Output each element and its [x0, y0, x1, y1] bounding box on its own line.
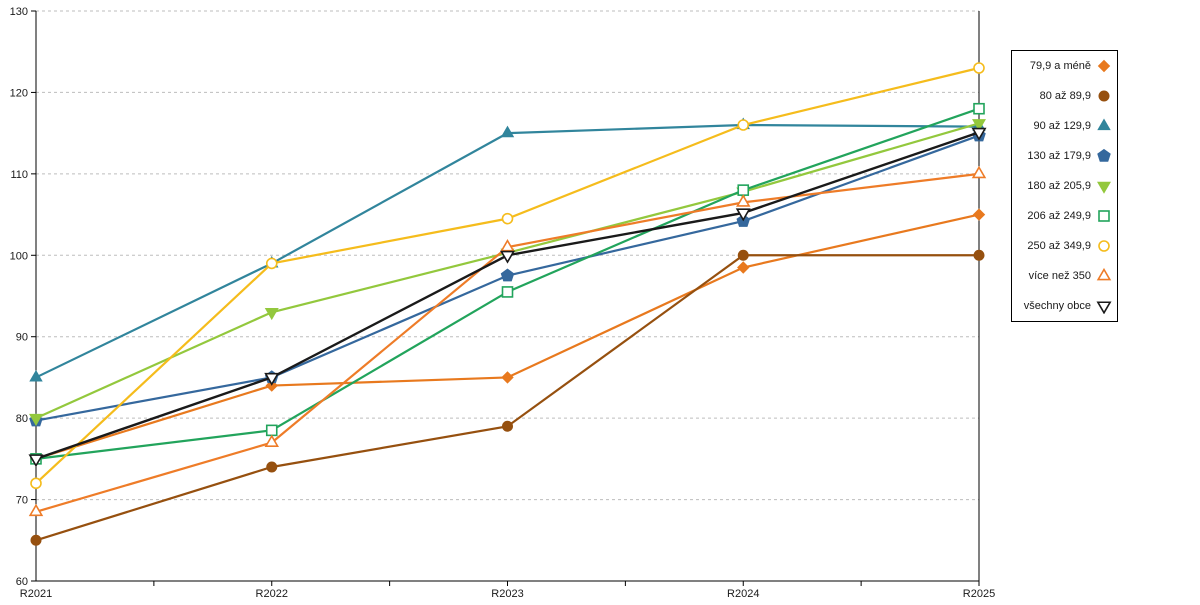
- legend-item: 130 až 179,9: [1012, 141, 1117, 171]
- data-point-marker: [500, 125, 515, 138]
- y-axis-label: 120: [10, 87, 28, 99]
- data-point-marker: [971, 165, 987, 179]
- data-point-marker: [266, 461, 278, 473]
- legend-label: 90 až 129,9: [1033, 120, 1092, 132]
- legend-marker-icon: [1096, 301, 1112, 314]
- data-point-marker: [502, 420, 513, 432]
- series-8: [28, 165, 987, 517]
- data-point-marker: [501, 286, 514, 298]
- legend-marker-icon: [1098, 90, 1110, 102]
- data-point-marker: [28, 503, 44, 517]
- y-axis-label: 70: [16, 495, 28, 507]
- legend-label: 80 až 89,9: [1039, 90, 1091, 102]
- data-point-marker: [973, 102, 985, 115]
- legend-marker-shape: [1097, 118, 1111, 131]
- legend-item: všechny obce: [1012, 291, 1117, 321]
- series-2: [30, 249, 985, 546]
- data-point-marker: [29, 369, 43, 382]
- series-line: [35, 254, 979, 542]
- data-point-marker: [737, 119, 750, 131]
- legend-label: 130 až 179,9: [1027, 150, 1091, 162]
- data-point-marker: [265, 257, 278, 270]
- y-axis-label: 80: [16, 413, 28, 425]
- series-line: [35, 107, 980, 460]
- legend-item: 90 až 129,9: [1012, 111, 1117, 141]
- data-point-marker: [29, 413, 43, 426]
- legend-marker-icon: [1097, 148, 1111, 162]
- data-point-marker: [973, 249, 985, 261]
- data-point-marker: [972, 119, 986, 132]
- legend-label: 206 až 249,9: [1027, 210, 1091, 222]
- series-line: [35, 172, 980, 513]
- data-point-marker: [737, 261, 750, 274]
- legend-marker-shape: [1097, 181, 1111, 194]
- legend-marker-icon: [1096, 268, 1112, 281]
- legend-marker-icon: [1098, 210, 1110, 222]
- x-axis-label: R2023: [491, 588, 523, 600]
- x-axis-label: R2025: [963, 588, 995, 600]
- data-point-marker: [736, 194, 751, 207]
- data-point-marker: [265, 424, 278, 437]
- data-point-marker: [28, 454, 44, 468]
- y-axis-label: 90: [16, 332, 28, 344]
- data-point-marker: [264, 372, 280, 386]
- legend-marker-icon: [1097, 181, 1111, 194]
- data-point-marker: [501, 212, 514, 225]
- data-point-marker: [971, 127, 987, 141]
- data-point-marker: [500, 268, 515, 282]
- legend-marker-shape: [1098, 90, 1110, 102]
- data-point-marker: [499, 250, 516, 264]
- legend-marker-shape: [1096, 268, 1112, 281]
- legend-marker-icon: [1098, 240, 1110, 252]
- legend-marker-shape: [1098, 240, 1110, 252]
- legend-label: 79,9 a méně: [1029, 60, 1091, 72]
- data-point-marker: [30, 477, 42, 490]
- legend-marker-shape: [1096, 301, 1112, 314]
- legend-marker-icon: [1097, 59, 1111, 73]
- data-point-marker: [973, 62, 985, 74]
- legend-marker-shape: [1098, 210, 1110, 222]
- data-point-marker: [735, 208, 751, 222]
- x-axis-label: R2024: [727, 588, 759, 600]
- y-axis-label: 130: [10, 6, 28, 18]
- series-6: [30, 102, 985, 465]
- y-axis-label: 60: [16, 576, 28, 588]
- data-point-marker: [30, 534, 42, 546]
- legend-item: 80 až 89,9: [1012, 81, 1117, 111]
- chart-legend: 79,9 a méně 80 až 89,9 90 až 129,9 130 až 1…: [1011, 50, 1118, 322]
- data-point-marker: [501, 371, 514, 384]
- legend-item: 79,9 a méně: [1012, 51, 1117, 81]
- legend-marker-shape: [1097, 148, 1111, 162]
- legend-item: 250 až 349,9: [1012, 231, 1117, 261]
- axes: 60 70 80 90 100 110 120 130 R2021 R2022 R2023 R2024…: [10, 6, 996, 600]
- data-point-marker: [972, 208, 986, 221]
- legend-label: 250 až 349,9: [1027, 240, 1091, 252]
- series-9: [28, 127, 987, 468]
- legend-item: 206 až 249,9: [1012, 201, 1117, 231]
- data-point-marker: [737, 184, 750, 196]
- legend-marker-shape: [1097, 59, 1111, 73]
- legend-marker-icon: [1097, 118, 1111, 131]
- x-axis-label: R2021: [20, 588, 52, 600]
- data-point-marker: [737, 249, 749, 261]
- legend-item: více než 350: [1012, 261, 1117, 291]
- x-axis-label: R2022: [256, 588, 288, 600]
- legend-label: více než 350: [1028, 270, 1091, 282]
- y-axis-label: 100: [10, 250, 28, 262]
- data-point-marker: [500, 239, 515, 252]
- legend-label: všechny obce: [1023, 300, 1091, 312]
- legend-item: 180 až 205,9: [1012, 171, 1117, 201]
- data-point-marker: [264, 308, 279, 321]
- y-axis-label: 110: [10, 169, 28, 181]
- legend-label: 180 až 205,9: [1027, 180, 1091, 192]
- data-point-marker: [264, 434, 279, 447]
- series-7: [30, 62, 985, 490]
